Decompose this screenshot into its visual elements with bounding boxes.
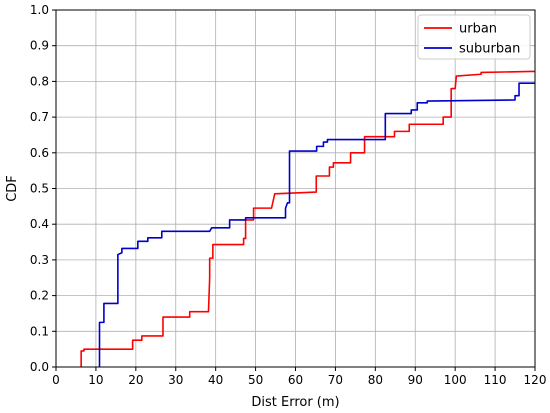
x-tick-label: 70 bbox=[328, 373, 343, 387]
legend-label-suburban: suburban bbox=[459, 42, 520, 57]
y-tick-label: 0.6 bbox=[30, 146, 49, 160]
y-tick-label: 0.2 bbox=[30, 289, 49, 303]
y-tick-label: 0.5 bbox=[30, 182, 49, 196]
y-tick-label: 0.9 bbox=[30, 39, 49, 53]
series-line-suburban bbox=[98, 82, 535, 367]
y-tick-label: 0.7 bbox=[30, 110, 49, 124]
legend: urban suburban bbox=[417, 14, 531, 60]
x-tick-label: 120 bbox=[524, 373, 547, 387]
y-axis-label: CDF bbox=[5, 175, 20, 202]
x-tick-label: 100 bbox=[444, 373, 467, 387]
x-tick-label: 40 bbox=[208, 373, 223, 387]
x-axis-ticks: 0 10 20 30 40 50 60 70 80 90 100 110 120 bbox=[52, 367, 546, 387]
series-lines bbox=[80, 70, 535, 367]
legend-label-urban: urban bbox=[459, 22, 497, 37]
x-tick-label: 110 bbox=[484, 373, 507, 387]
y-axis-ticks: 0.0 0.1 0.2 0.3 0.4 0.5 0.6 0.7 0.8 0.9 1.0 bbox=[30, 3, 56, 374]
y-tick-label: 0.3 bbox=[30, 253, 49, 267]
x-tick-label: 50 bbox=[248, 373, 263, 387]
x-tick-label: 20 bbox=[128, 373, 143, 387]
grid-lines bbox=[55, 9, 536, 368]
y-tick-label: 0.8 bbox=[30, 74, 49, 88]
x-tick-label: 0 bbox=[52, 373, 60, 387]
x-tick-label: 80 bbox=[368, 373, 383, 387]
y-tick-label: 0.1 bbox=[30, 324, 49, 338]
x-tick-label: 90 bbox=[408, 373, 423, 387]
y-tick-label: 1.0 bbox=[30, 3, 49, 17]
x-tick-label: 10 bbox=[88, 373, 103, 387]
x-axis-label: Dist Error (m) bbox=[251, 395, 339, 410]
series-line-urban bbox=[80, 70, 535, 367]
y-tick-label: 0.0 bbox=[30, 360, 49, 374]
x-tick-label: 30 bbox=[168, 373, 183, 387]
y-tick-label: 0.4 bbox=[30, 217, 49, 231]
x-tick-label: 60 bbox=[288, 373, 303, 387]
